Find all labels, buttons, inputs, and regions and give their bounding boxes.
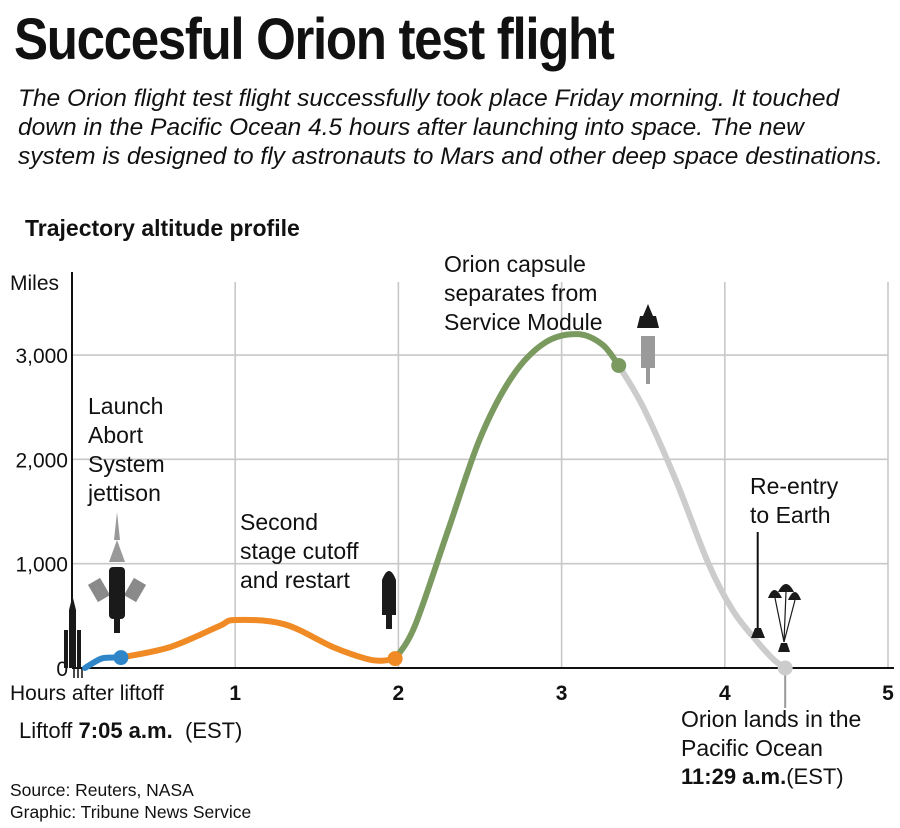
annotation-line: separates from [444, 280, 597, 306]
y-tick-label: 2,000 [15, 449, 68, 472]
series-line [117, 616, 399, 664]
chart-title: Trajectory altitude profile [25, 215, 300, 241]
annotation-line: Orion lands in the [681, 706, 861, 732]
event-annotations: Launch Abort System jettison Second stage cut… [87, 251, 861, 761]
orion-capsule-icon [87, 567, 147, 633]
credit-note: Graphic: Tribune News Service [10, 802, 252, 822]
x-tick-label: 5 [882, 682, 894, 705]
event-marker [611, 357, 627, 373]
y-tick-label: 1,000 [15, 554, 68, 577]
annotation-line: Pacific Ocean [681, 735, 823, 761]
y-tick-label: 3,000 [15, 345, 68, 368]
liftoff-label: Liftoff [19, 718, 79, 743]
x-axis-label: Hours after liftoff [10, 682, 164, 705]
annotation-line: Abort [88, 422, 144, 448]
event-markers [113, 357, 793, 708]
annotation-line: stage cutoff [240, 538, 359, 564]
y-tick-label: 0 [56, 658, 68, 681]
landing-zone: (EST) [786, 764, 844, 789]
liftoff-zone: (EST) [184, 718, 243, 743]
chart-grid [71, 272, 894, 678]
trajectory-series [82, 331, 789, 671]
annotation-line: and restart [240, 567, 351, 593]
x-tick-label: 3 [556, 682, 568, 705]
liftoff-time-value: 7:05 a.m. [78, 718, 173, 743]
annotation-line: Second [240, 509, 318, 535]
parachutes-icon [751, 584, 801, 652]
x-tick-label: 2 [393, 682, 405, 705]
series-line [615, 362, 789, 671]
landing-time: 11:29 a.m.(EST) [681, 764, 844, 790]
source-note: Source: Reuters, NASA [10, 780, 194, 800]
event-marker [387, 651, 403, 667]
event-marker [113, 650, 129, 666]
x-tick-label: 1 [229, 682, 241, 705]
y-axis-label: Miles [10, 272, 59, 295]
rocket-stack-icon [64, 596, 81, 668]
launch-abort-tower-icon [109, 512, 125, 562]
series-line [392, 331, 622, 662]
annotation-line: to Earth [750, 502, 831, 528]
y-tick-labels: 0 1,000 2,000 3,000 [15, 345, 68, 681]
liftoff-time: Liftoff 7:05 a.m. (EST) [19, 718, 242, 744]
annotation-line: Service Module [444, 309, 603, 335]
x-tick-label: 4 [719, 682, 731, 705]
subtitle: The Orion flight test flight successfull… [18, 85, 883, 170]
landing-time-value: 11:29 a.m. [681, 764, 787, 789]
annotation-line: jettison [87, 480, 161, 506]
annotation-line: Launch [88, 393, 163, 419]
annotation-line: Orion capsule [444, 251, 586, 277]
spacecraft-stack-icon [637, 304, 659, 384]
annotation-line: System [88, 451, 165, 477]
x-tick-labels: 1 2 3 4 5 [229, 682, 894, 705]
event-marker [777, 660, 793, 676]
annotation-line: Re-entry [750, 473, 839, 499]
upper-stage-icon [382, 571, 396, 629]
page-title: Succesful Orion test flight [14, 7, 615, 72]
